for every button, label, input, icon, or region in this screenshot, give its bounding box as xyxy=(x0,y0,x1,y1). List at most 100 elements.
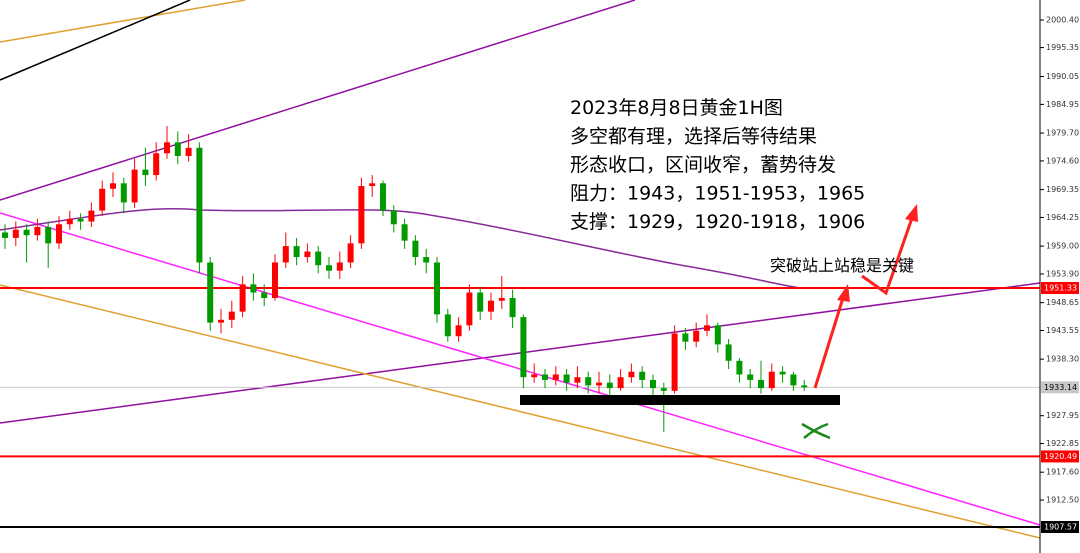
y-tick-label: 1927.95 xyxy=(1046,411,1079,420)
level-label-box xyxy=(1041,381,1079,394)
y-tick-label: 1990.05 xyxy=(1046,72,1079,81)
candle-body xyxy=(196,147,203,263)
candle-body xyxy=(455,325,462,337)
candle-body xyxy=(671,333,678,391)
y-tick-label: 1948.65 xyxy=(1046,298,1079,307)
y-tick-label: 1922.85 xyxy=(1046,439,1079,448)
candle-body xyxy=(250,284,257,293)
candle-body xyxy=(390,210,397,225)
candle-body xyxy=(520,317,527,378)
candle-body xyxy=(45,226,52,244)
candle-body xyxy=(261,292,268,298)
annotation-line: 多空都有理，选择后等待结果 xyxy=(570,126,817,148)
candle-body xyxy=(801,385,808,388)
y-tick-label: 1917.60 xyxy=(1046,468,1079,477)
candle-body xyxy=(131,169,138,203)
candle-body xyxy=(34,226,41,236)
candle-body xyxy=(369,183,376,187)
candle-body xyxy=(531,374,538,378)
candle-body xyxy=(401,224,408,241)
cross-stroke xyxy=(801,422,831,440)
candle-body xyxy=(704,325,710,331)
arrow-head xyxy=(905,204,918,222)
y-tick-label: 1995.35 xyxy=(1046,43,1079,52)
annotation-line: 阻力：1943，1951-1953，1965 xyxy=(570,183,865,205)
candle-body xyxy=(304,251,311,258)
level-label-box xyxy=(1041,281,1079,294)
candle-body xyxy=(164,142,170,154)
candle-body xyxy=(336,262,343,271)
candle-body xyxy=(444,314,451,337)
candle-body xyxy=(779,371,786,375)
candle-body xyxy=(239,284,246,312)
support-zone xyxy=(520,395,840,405)
candle-body xyxy=(628,371,635,378)
y-tick-label: 1969.35 xyxy=(1046,185,1079,194)
candle-body xyxy=(552,374,559,380)
candle-body xyxy=(174,142,181,156)
candle-body xyxy=(434,262,440,315)
candle-body xyxy=(120,183,127,203)
candle-body xyxy=(542,374,548,380)
candle-body xyxy=(617,377,624,389)
candle-body xyxy=(347,243,354,263)
candle-body xyxy=(639,371,646,380)
candle-body xyxy=(714,325,721,345)
candle-body xyxy=(682,333,689,342)
level-label: 1933.14 xyxy=(1044,383,1077,392)
y-tick-label: 1974.60 xyxy=(1046,156,1079,165)
trend-line xyxy=(0,0,246,43)
candle-body xyxy=(563,374,570,383)
candle-body xyxy=(358,186,365,244)
candle-body xyxy=(56,224,62,244)
candle-body xyxy=(153,153,160,176)
level-label: 1920.49 xyxy=(1044,452,1077,461)
arrow-shaft xyxy=(861,217,914,296)
candle-body xyxy=(768,371,775,389)
y-tick-label: 1959.00 xyxy=(1046,242,1079,251)
arrow-shaft xyxy=(813,297,845,389)
levels xyxy=(0,286,1040,529)
candle-body xyxy=(488,300,494,312)
candle-body xyxy=(12,229,19,238)
y-tick-label: 1984.95 xyxy=(1046,100,1079,109)
candle-body xyxy=(758,379,764,389)
candle-body xyxy=(207,262,214,323)
candle-body xyxy=(650,379,656,389)
candle-body xyxy=(747,374,754,380)
candle-body xyxy=(498,297,505,301)
level-label-box xyxy=(1041,521,1079,534)
y-axis-ticks: 2000.40 1995.35 1990.05 1984.95 1979.70 1974.… xyxy=(1040,15,1079,534)
y-tick-label: 2000.40 xyxy=(1046,15,1079,24)
y-tick-label: 1943.55 xyxy=(1046,326,1079,335)
candle-body xyxy=(142,169,149,176)
trend-lines xyxy=(0,0,1041,539)
candle-body xyxy=(185,147,192,156)
candle-body xyxy=(660,388,667,391)
candle-body xyxy=(574,377,581,383)
candle-body xyxy=(218,319,224,323)
candle-body xyxy=(736,360,743,375)
candle-body xyxy=(272,262,278,298)
annotation: 2023年8月8日黄金1H图多空都有理，选择后等待结果形态收口，区间收窄，蓄势待… xyxy=(570,97,865,233)
trend-line xyxy=(0,284,1041,539)
cross-mark xyxy=(801,422,831,440)
trend-line xyxy=(0,212,1041,526)
arrows xyxy=(813,204,918,389)
annotation-line: 形态收口，区间收窄，蓄势待发 xyxy=(570,154,836,176)
candle-body xyxy=(110,183,116,189)
candle-body xyxy=(596,382,602,386)
candle-body xyxy=(423,257,430,263)
y-tick-label: 1912.50 xyxy=(1046,496,1079,505)
candle-body xyxy=(23,229,30,236)
candle-body xyxy=(282,246,289,263)
candle-body xyxy=(693,330,700,342)
cross-stroke xyxy=(803,422,829,439)
candle-body xyxy=(88,210,95,222)
trend-line xyxy=(0,282,1041,424)
candle-body xyxy=(477,292,484,312)
candle-body xyxy=(466,292,473,326)
note: 突破站上站稳是关键 xyxy=(770,256,914,275)
